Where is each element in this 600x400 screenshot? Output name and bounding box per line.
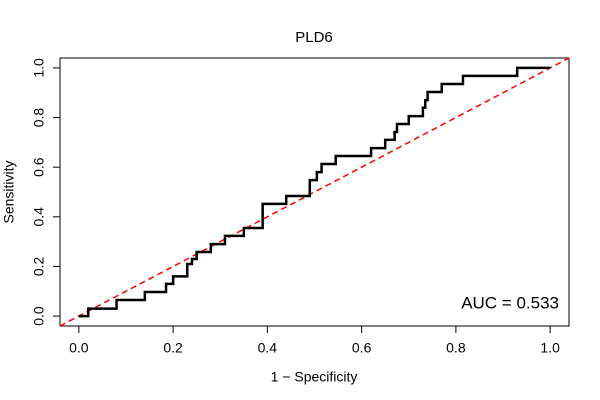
y-tick-label: 0.6 — [31, 157, 47, 177]
reference-diagonal — [59, 57, 570, 327]
x-tick-label: 0.2 — [163, 340, 183, 356]
y-tick-label: 0.4 — [31, 207, 47, 227]
x-tick-label: 0.8 — [446, 340, 466, 356]
y-axis-label: Sensitivity — [1, 160, 17, 223]
x-tick-label: 0.6 — [352, 340, 372, 356]
y-tick-label: 0.2 — [31, 257, 47, 277]
chart-title: PLD6 — [295, 29, 333, 46]
y-tick-label: 0.0 — [31, 306, 47, 326]
roc-curve — [78, 66, 551, 318]
auc-annotation: AUC = 0.533 — [461, 293, 559, 312]
y-tick-label: 1.0 — [31, 58, 47, 78]
x-tick-label: 0.0 — [69, 340, 89, 356]
x-tick-label: 1.0 — [540, 340, 560, 356]
x-axis-label: 1 − Specificity — [271, 369, 358, 385]
x-tick-label: 0.4 — [258, 340, 278, 356]
y-tick-label: 0.8 — [31, 108, 47, 128]
